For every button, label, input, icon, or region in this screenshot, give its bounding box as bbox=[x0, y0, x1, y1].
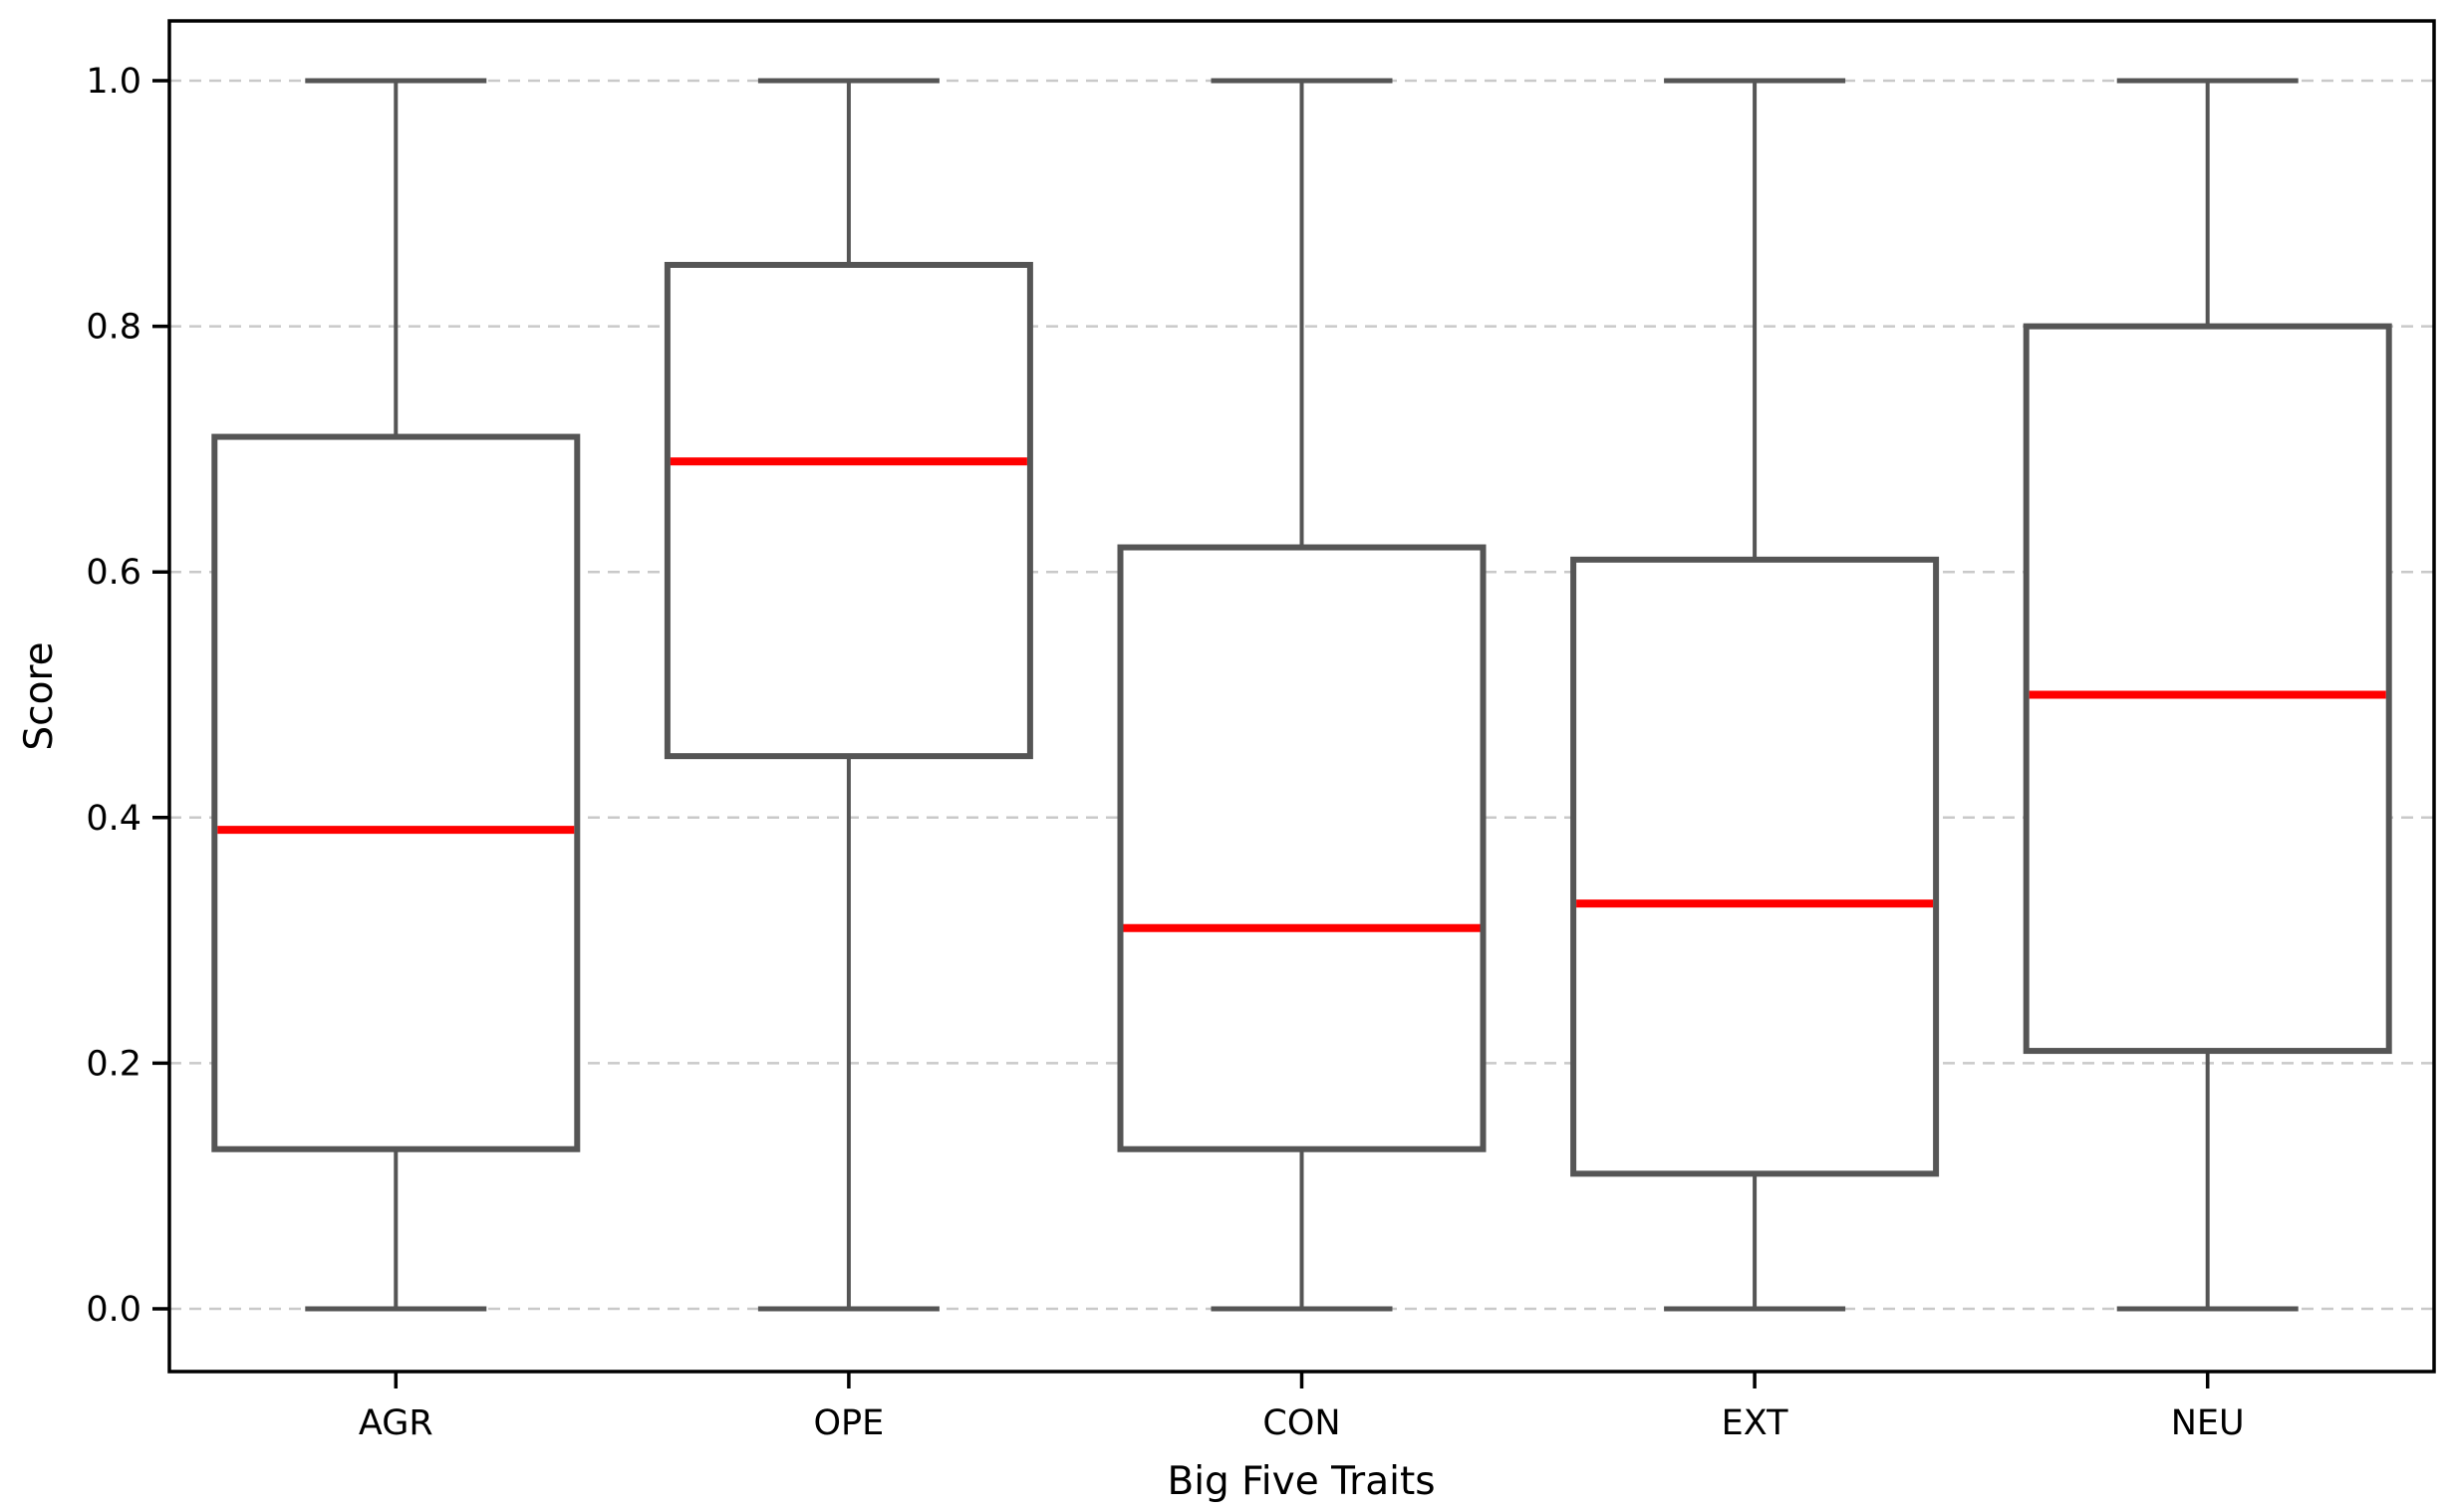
y-tick-label-0.2: 0.2 bbox=[86, 1044, 141, 1084]
box-group-AGR bbox=[211, 78, 581, 1312]
y-tick-label-0.0: 0.0 bbox=[86, 1290, 141, 1330]
y-tick-label-1.0: 1.0 bbox=[86, 62, 141, 102]
box-group-CON bbox=[1117, 78, 1487, 1312]
box-group-OPE bbox=[664, 78, 1033, 1312]
y-tick-label-0.8: 0.8 bbox=[86, 308, 141, 348]
x-tick-label-AGR: AGR bbox=[359, 1403, 433, 1443]
x-tick-label-CON: CON bbox=[1262, 1403, 1340, 1443]
box-group-NEU bbox=[2023, 78, 2392, 1312]
boxes-layer bbox=[211, 78, 2392, 1312]
tick-labels-layer: 0.0 0.2 0.4 0.6 0.8 1.0 AGR OPE CON EXT NEU bbox=[86, 62, 2244, 1443]
ticks-layer bbox=[152, 79, 2210, 1388]
y-tick-label-0.4: 0.4 bbox=[86, 799, 141, 839]
box-NEU bbox=[2023, 323, 2392, 1055]
box-CON bbox=[1117, 544, 1487, 1152]
box-group-EXT bbox=[1570, 78, 1940, 1312]
box-OPE bbox=[664, 261, 1033, 760]
y-tick-label-0.6: 0.6 bbox=[86, 553, 141, 593]
x-tick-label-NEU: NEU bbox=[2171, 1403, 2245, 1443]
x-axis-title: Big Five Traits bbox=[1167, 1459, 1435, 1504]
y-axis-title: Score bbox=[17, 641, 62, 750]
x-tick-label-EXT: EXT bbox=[1722, 1403, 1788, 1443]
box-AGR bbox=[211, 433, 581, 1152]
x-tick-label-OPE: OPE bbox=[814, 1403, 885, 1443]
box-EXT bbox=[1570, 556, 1940, 1177]
